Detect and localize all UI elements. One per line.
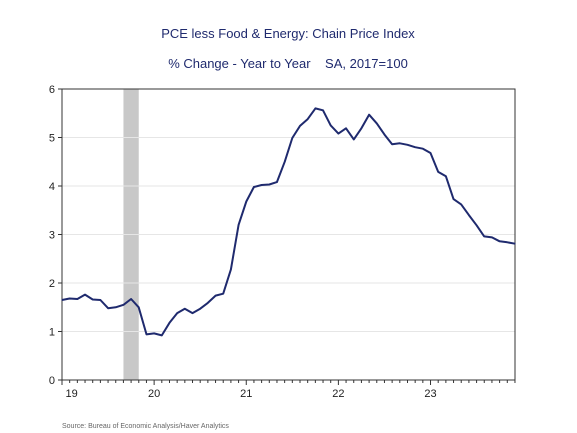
data-point <box>99 299 102 301</box>
chart-title: PCE less Food & Energy: Chain Price Inde… <box>161 26 415 41</box>
y-tick-label: 3 <box>49 230 55 242</box>
chart-subtitle: % Change - Year to Year SA, 2017=100 <box>168 56 408 71</box>
data-point <box>138 306 140 308</box>
data-point <box>107 307 109 309</box>
series-line <box>61 107 516 337</box>
data-point <box>130 298 132 300</box>
data-point <box>191 312 194 314</box>
data-point <box>468 214 470 216</box>
data-point <box>199 308 201 310</box>
data-point <box>353 138 355 141</box>
data-point <box>322 109 324 111</box>
data-point <box>245 200 247 203</box>
data-point <box>445 175 447 177</box>
data-point <box>360 127 363 129</box>
data-point <box>214 295 217 297</box>
data-point <box>391 143 393 145</box>
y-axis: 0 1 2 3 4 5 6 <box>49 84 62 387</box>
data-point <box>61 299 63 301</box>
data-point <box>437 171 439 173</box>
data-point <box>499 240 501 242</box>
y-tick-label: 0 <box>49 375 55 387</box>
data-point <box>330 124 332 126</box>
data-point <box>422 148 424 150</box>
data-point <box>429 152 432 154</box>
data-point <box>161 334 163 336</box>
data-point <box>452 198 455 200</box>
data-point <box>414 146 416 148</box>
data-point <box>376 122 378 125</box>
data-point <box>115 306 117 308</box>
data-point <box>153 332 155 335</box>
y-tick-label: 2 <box>49 278 55 290</box>
data-point <box>383 133 386 136</box>
data-point <box>337 133 339 135</box>
data-point <box>145 333 148 336</box>
data-point <box>276 181 278 183</box>
data-point <box>253 186 255 188</box>
grid-layer <box>62 137 515 332</box>
x-tick-label: 21 <box>240 388 252 400</box>
data-point <box>69 297 71 300</box>
data-point <box>261 184 263 186</box>
data-point <box>238 224 240 226</box>
y-tick-label: 5 <box>49 133 55 145</box>
data-point <box>122 304 125 306</box>
data-point <box>368 114 370 116</box>
data-point <box>230 268 232 271</box>
data-point <box>399 142 401 144</box>
data-point <box>514 243 516 245</box>
x-tick-label: 23 <box>424 388 436 400</box>
x-tick-label: 20 <box>148 388 160 400</box>
data-point <box>299 125 301 127</box>
data-point <box>406 144 409 146</box>
data-point <box>506 241 508 243</box>
y-tick-label: 6 <box>49 84 55 96</box>
data-point <box>345 127 347 129</box>
data-point <box>207 302 209 304</box>
data-point <box>291 137 293 139</box>
data-point <box>475 224 478 226</box>
data-point <box>268 183 270 186</box>
data-point <box>184 308 186 310</box>
data-point <box>76 298 78 300</box>
y-tick-label: 1 <box>49 327 55 339</box>
data-point <box>314 107 316 109</box>
data-point <box>284 161 286 163</box>
data-point <box>307 118 309 120</box>
data-point <box>483 235 485 238</box>
x-axis: 19 20 21 22 23 <box>61 380 516 400</box>
series-layer <box>61 107 516 337</box>
data-point <box>84 294 86 296</box>
data-point <box>460 203 462 206</box>
data-point <box>176 312 178 314</box>
data-point <box>92 298 94 301</box>
y-tick-label: 4 <box>49 181 55 193</box>
source-note: Source: Bureau of Economic Analysis/Have… <box>62 423 229 430</box>
data-point <box>222 293 224 295</box>
x-tick-label: 22 <box>332 388 344 400</box>
data-point <box>491 236 493 239</box>
data-point <box>168 322 171 324</box>
x-tick-label: 19 <box>66 388 78 400</box>
